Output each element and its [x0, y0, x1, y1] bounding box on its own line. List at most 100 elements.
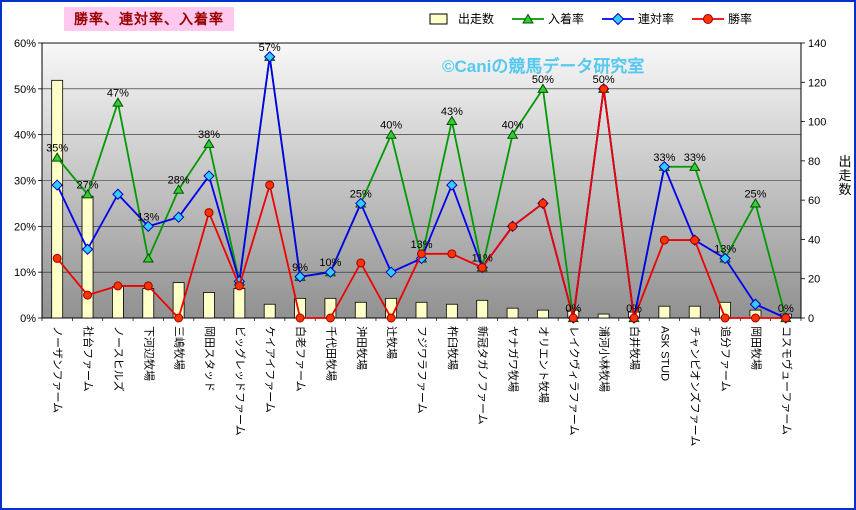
win-rate-marker: [52, 253, 62, 263]
data-label: 50%: [593, 74, 615, 86]
starts-bar: [445, 303, 458, 319]
win-rate-marker: [386, 313, 396, 323]
starts-bar: [354, 301, 367, 319]
data-label: 35%: [46, 143, 68, 155]
quinella-rate-marker: [385, 266, 397, 278]
category-label: ビッグレッドファーム: [233, 326, 247, 436]
category-label: 浦河小林牧場: [598, 326, 612, 392]
quinella-rate-marker: [324, 266, 337, 278]
starts-bar: [263, 303, 276, 319]
category-label: 岡田スタッド: [203, 326, 216, 392]
right-axis-title: 出走数: [838, 154, 851, 197]
quinella-rate-marker: [51, 179, 63, 191]
data-label: 25%: [744, 188, 766, 200]
win-rate-marker: [356, 258, 366, 268]
category-label: 白老ファーム: [294, 326, 308, 392]
win-rate-marker: [204, 208, 214, 218]
win-rate-marker: [568, 313, 578, 323]
left-axis-tick-label: 10%: [14, 267, 36, 279]
category-label: 白井牧場: [628, 326, 642, 370]
win-rate-marker: [417, 249, 426, 259]
circle-marker-icon: [692, 13, 725, 24]
starts-bar: [112, 286, 124, 319]
legend-item-win-rate: 勝率: [692, 10, 752, 27]
right-axis-tick-label: 100: [808, 117, 826, 129]
quinella-rate-marker: [172, 211, 185, 223]
win-rate-marker: [629, 313, 639, 323]
triangle-marker-icon: [512, 13, 545, 23]
data-label: 43%: [441, 106, 463, 118]
place-rate-marker: [172, 184, 185, 194]
category-label: ノーザンファーム: [51, 326, 64, 413]
place-rate-marker: [142, 253, 154, 263]
starts-bar: [81, 195, 94, 319]
category-label: 下河辺牧場: [142, 326, 156, 381]
quinella-rate-marker: [263, 51, 276, 63]
category-label: ケイアイファーム: [264, 326, 277, 413]
win-rate-marker: [477, 263, 487, 273]
left-axis-tick-label: 0%: [20, 313, 36, 325]
starts-bar: [597, 313, 610, 319]
win-rate-marker: [750, 313, 760, 323]
starts-bar: [476, 299, 489, 319]
quinella-rate-marker: [658, 161, 671, 173]
quinella-rate-marker: [719, 252, 731, 265]
category-label: 三嶋牧場: [173, 326, 187, 370]
right-axis-tick-label: 60: [808, 195, 820, 207]
category-label: 追分ファーム: [719, 326, 733, 392]
quinella-rate-marker: [294, 271, 306, 283]
win-rate-marker: [325, 313, 335, 323]
starts-bar: [506, 307, 519, 319]
win-rate-marker: [781, 313, 791, 323]
legend-item-starts: 出走数: [422, 10, 494, 27]
win-rate-marker: [538, 198, 548, 208]
quinella-rate-marker: [142, 220, 154, 233]
win-rate-marker: [83, 290, 93, 300]
bar-swatch-icon: [429, 13, 448, 24]
data-label: 0%: [565, 303, 581, 315]
quinella-rate-marker: [446, 179, 458, 191]
legend-item-quinella-rate: 連対率: [602, 10, 674, 27]
win-rate-marker: [113, 281, 123, 291]
data-label: 0%: [778, 303, 794, 315]
legend-label-quinella-rate: 連対率: [638, 12, 675, 26]
data-label: 40%: [502, 120, 524, 132]
win-rate-marker: [599, 84, 609, 94]
category-label: 辻牧場: [385, 326, 399, 359]
quinella-rate-marker: [81, 243, 94, 255]
data-label: 40%: [380, 120, 402, 132]
starts-bar: [203, 292, 215, 319]
win-rate-marker: [508, 221, 518, 231]
win-rate-marker: [720, 313, 730, 323]
category-label: ヤナガワ牧場: [507, 326, 521, 392]
data-label: 50%: [532, 74, 554, 86]
place-rate-marker: [81, 188, 94, 199]
quinella-rate-marker: [203, 170, 215, 182]
win-rate-marker: [690, 235, 700, 245]
category-label: コスモヴューファーム: [780, 326, 794, 435]
data-label: 13%: [410, 239, 432, 251]
diamond-marker-icon: [602, 12, 635, 25]
win-rate-marker: [659, 235, 669, 245]
starts-bar: [142, 288, 155, 319]
data-label: 0%: [626, 303, 642, 315]
right-axis-tick-label: 20: [808, 274, 820, 286]
quinella-rate-marker: [112, 188, 124, 200]
category-label: 千代田牧場: [324, 326, 338, 381]
left-axis-tick-label: 20%: [14, 221, 36, 233]
win-rate-marker: [143, 281, 153, 291]
starts-bar: [688, 305, 701, 319]
right-axis-tick-label: 0: [808, 313, 814, 325]
left-axis-tick-label: 50%: [14, 84, 36, 96]
category-label: ASK STUD: [658, 326, 670, 381]
place-rate-marker: [506, 129, 519, 139]
place-rate-marker: [446, 115, 458, 126]
win-rate-marker: [447, 249, 457, 259]
category-label: 岡田牧場: [749, 326, 763, 370]
data-label: 33%: [653, 152, 675, 164]
category-label: 沖田牧場: [355, 326, 369, 370]
left-axis-tick-label: 60%: [14, 38, 36, 50]
data-label: 38%: [198, 129, 220, 141]
